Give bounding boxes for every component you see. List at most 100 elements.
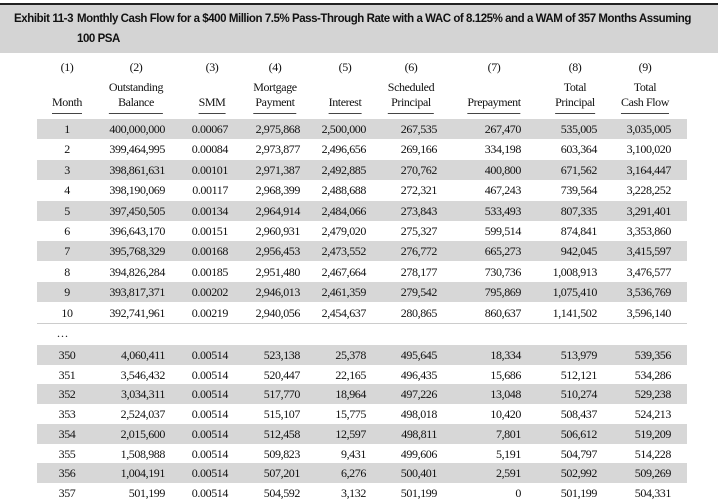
cell-mortgage-payment: 507,201 bbox=[263, 466, 301, 481]
cell-month: 3 bbox=[64, 162, 70, 177]
cell-month: 4 bbox=[64, 183, 70, 198]
cell-outstanding-balance: 1,004,191 bbox=[120, 466, 166, 481]
cell-total-cash-flow: 3,536,769 bbox=[626, 285, 672, 300]
cell-scheduled-principal: 279,542 bbox=[400, 285, 438, 300]
cell-outstanding-balance: 1,508,988 bbox=[120, 446, 166, 461]
cell-month: 355 bbox=[58, 446, 76, 461]
cell-prepayment: 599,514 bbox=[484, 224, 522, 238]
column-number-smm: (3) bbox=[205, 60, 219, 74]
column-header-outstanding-balance: Outstanding Balance bbox=[108, 80, 164, 114]
cell-prepayment: 15,686 bbox=[490, 367, 521, 382]
cell-scheduled-principal: 267,535 bbox=[400, 122, 438, 136]
cell-total-principal: 508,437 bbox=[560, 407, 598, 422]
cell-interest: 25,378 bbox=[335, 348, 366, 362]
cell-prepayment: 7,801 bbox=[495, 426, 521, 441]
table-row: 1 400,000,000 0.00067 2,975,868 2,500,000 267… bbox=[37, 119, 687, 139]
cell-outstanding-balance: 392,741,961 bbox=[109, 305, 165, 320]
header-line-1 bbox=[467, 80, 520, 95]
cell-scheduled-principal: 498,811 bbox=[401, 426, 437, 441]
cell-outstanding-balance: 398,190,069 bbox=[109, 183, 165, 198]
cell-mortgage-payment: 504,592 bbox=[263, 485, 301, 500]
cell-smm: 0.00514 bbox=[191, 407, 229, 422]
cell-total-cash-flow: 3,100,020 bbox=[626, 142, 672, 157]
cell-month: 351 bbox=[58, 367, 76, 382]
cell-smm: 0.00514 bbox=[191, 367, 229, 382]
cell-smm: 0.00514 bbox=[191, 485, 229, 500]
cell-total-cash-flow: 534,286 bbox=[634, 367, 672, 382]
cell-outstanding-balance: 3,546,432 bbox=[120, 367, 166, 382]
cell-total-principal: 942,045 bbox=[560, 244, 598, 259]
cell-total-cash-flow: 529,238 bbox=[634, 387, 672, 402]
cell-smm: 0.00514 bbox=[191, 387, 229, 402]
cell-month: 9 bbox=[64, 285, 70, 300]
cell-prepayment: 0 bbox=[515, 485, 521, 500]
cell-total-principal: 535,005 bbox=[560, 122, 598, 136]
cell-total-principal: 807,335 bbox=[560, 203, 598, 218]
cell-scheduled-principal: 280,865 bbox=[400, 305, 438, 320]
table-row: 9 393,817,371 0.00202 2,946,013 2,461,359 279… bbox=[37, 282, 687, 303]
column-number-total-principal: (8) bbox=[568, 60, 582, 74]
cell-interest: 18,964 bbox=[335, 387, 366, 402]
cell-interest: 2,500,000 bbox=[321, 122, 367, 136]
cell-scheduled-principal: 273,843 bbox=[400, 203, 438, 218]
cell-interest: 2,496,656 bbox=[321, 142, 367, 157]
cell-month: 6 bbox=[64, 224, 70, 238]
column-header-total-cash-flow: Total Cash Flow bbox=[620, 80, 670, 114]
cell-outstanding-balance: 398,861,631 bbox=[109, 162, 165, 177]
cell-total-principal: 1,141,502 bbox=[552, 305, 598, 320]
cell-smm: 0.00514 bbox=[191, 426, 229, 441]
cell-month: 7 bbox=[64, 244, 70, 259]
cell-interest: 9,431 bbox=[340, 446, 366, 461]
header-line-1 bbox=[52, 80, 82, 95]
header-line-2: SMM bbox=[198, 95, 226, 109]
exhibit-title-bar: Exhibit 11-3 Monthly Cash Flow for a $40… bbox=[0, 3, 718, 53]
cell-prepayment: 860,637 bbox=[484, 305, 522, 320]
table-row: 8 394,826,284 0.00185 2,951,480 2,467,664 278… bbox=[37, 262, 687, 282]
cell-interest: 22,165 bbox=[335, 367, 366, 382]
table-row: 2 399,464,995 0.00084 2,973,877 2,496,656 269… bbox=[37, 139, 687, 159]
cell-total-principal: 874,841 bbox=[560, 224, 598, 238]
header-line-1 bbox=[199, 80, 226, 95]
cell-prepayment: 10,420 bbox=[490, 407, 521, 422]
cell-mortgage-payment: 2,960,931 bbox=[255, 224, 301, 238]
cell-mortgage-payment: 517,770 bbox=[263, 387, 301, 402]
cell-interest: 3,132 bbox=[340, 485, 366, 500]
header-line-2: Payment bbox=[255, 95, 295, 109]
row-ellipsis: ... bbox=[57, 326, 69, 340]
column-number-mortgage-payment: (4) bbox=[268, 60, 282, 74]
cell-total-principal: 501,199 bbox=[560, 485, 598, 500]
cell-month: 10 bbox=[61, 305, 73, 320]
cell-month: 352 bbox=[58, 387, 76, 402]
table-row: 355 1,508,988 0.00514 509,823 9,431 499,606 5,… bbox=[37, 444, 687, 464]
cell-total-cash-flow: 3,035,005 bbox=[626, 122, 672, 136]
cell-month: 8 bbox=[64, 264, 70, 279]
column-header-scheduled-principal: Scheduled Principal bbox=[387, 80, 435, 114]
cell-scheduled-principal: 275,327 bbox=[400, 224, 438, 238]
header-line-2: Principal bbox=[391, 95, 431, 109]
cell-total-cash-flow: 3,353,860 bbox=[626, 224, 672, 238]
cell-interest: 2,492,885 bbox=[321, 162, 367, 177]
header-line-2: Prepayment bbox=[467, 95, 521, 109]
cell-month: 2 bbox=[64, 142, 70, 157]
cell-total-principal: 502,992 bbox=[560, 466, 598, 481]
cell-scheduled-principal: 497,226 bbox=[400, 387, 438, 402]
header-line-1 bbox=[329, 80, 362, 95]
cell-month: 353 bbox=[58, 407, 76, 422]
cell-smm: 0.00151 bbox=[191, 224, 229, 238]
column-number-outstanding-balance: (2) bbox=[129, 60, 143, 74]
cell-smm: 0.00219 bbox=[191, 305, 229, 320]
column-number-month: (1) bbox=[60, 60, 74, 74]
cell-scheduled-principal: 499,606 bbox=[400, 446, 438, 461]
header-line-2: Cash Flow bbox=[620, 95, 670, 109]
table-row: 3 398,861,631 0.00101 2,971,387 2,492,885 270… bbox=[37, 159, 687, 180]
cell-total-principal: 513,979 bbox=[560, 348, 598, 362]
column-number-prepayment: (7) bbox=[487, 60, 501, 74]
cell-total-cash-flow: 519,209 bbox=[634, 426, 672, 441]
cell-total-cash-flow: 504,331 bbox=[634, 485, 672, 500]
column-header-prepayment: Prepayment bbox=[467, 80, 521, 114]
cell-prepayment: 467,243 bbox=[484, 183, 522, 198]
cell-outstanding-balance: 395,768,329 bbox=[109, 244, 165, 259]
cell-outstanding-balance: 2,015,600 bbox=[120, 426, 166, 441]
cell-outstanding-balance: 399,464,995 bbox=[109, 142, 165, 157]
table-row: 354 2,015,600 0.00514 512,458 12,597 498,811 7… bbox=[37, 423, 687, 444]
